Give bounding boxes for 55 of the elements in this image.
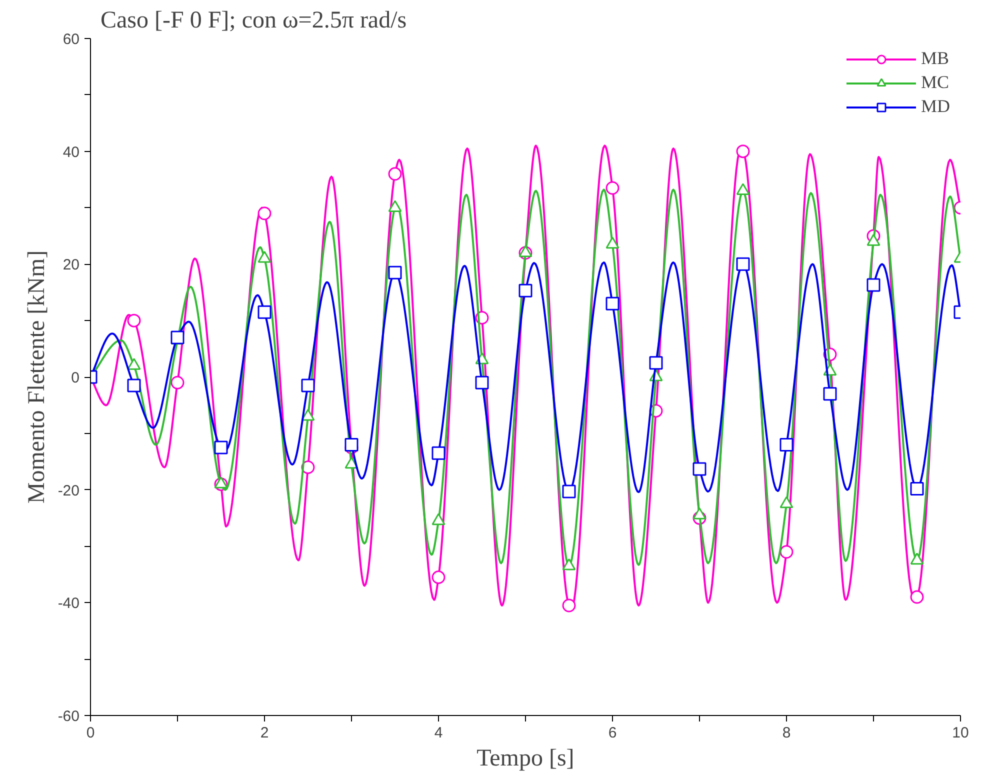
y-tick-label: 60 bbox=[62, 31, 80, 48]
point bbox=[606, 181, 620, 195]
point bbox=[432, 446, 446, 460]
x-tick-label: 6 bbox=[608, 724, 617, 742]
x-tick-label: 8 bbox=[782, 724, 791, 742]
point bbox=[823, 387, 837, 401]
point bbox=[866, 278, 880, 292]
point bbox=[127, 314, 141, 328]
point bbox=[388, 167, 402, 181]
x-tick-label: 4 bbox=[434, 724, 443, 742]
point bbox=[736, 144, 750, 158]
point bbox=[388, 266, 402, 280]
point bbox=[170, 376, 184, 390]
point bbox=[258, 305, 272, 319]
x-tick-label: 0 bbox=[86, 724, 95, 742]
point bbox=[432, 570, 446, 584]
point bbox=[127, 378, 141, 392]
legend-label: MD bbox=[920, 96, 950, 117]
legend-label: MB bbox=[920, 48, 949, 69]
y-tick-label: -40 bbox=[58, 595, 80, 612]
y-tick-label: 40 bbox=[62, 144, 80, 161]
point bbox=[301, 408, 315, 421]
x-tick-label: 10 bbox=[952, 724, 969, 742]
y-tick-label: -20 bbox=[58, 482, 80, 500]
point bbox=[127, 358, 141, 370]
point bbox=[344, 438, 358, 452]
y-axis-title: Momento Flettente [kNm] bbox=[24, 250, 50, 504]
point bbox=[780, 496, 794, 508]
point bbox=[301, 378, 315, 392]
y-tick-label: -60 bbox=[58, 708, 80, 725]
point bbox=[910, 552, 924, 565]
point bbox=[780, 545, 794, 559]
point bbox=[475, 376, 489, 390]
point bbox=[649, 356, 663, 370]
y-tick-label: 20 bbox=[62, 256, 80, 274]
point bbox=[780, 438, 794, 452]
point bbox=[518, 284, 532, 298]
point bbox=[910, 590, 924, 604]
point bbox=[562, 484, 576, 498]
x-tick-label: 2 bbox=[260, 724, 269, 742]
point bbox=[910, 482, 924, 496]
point bbox=[562, 558, 576, 570]
legend-label: MC bbox=[920, 72, 949, 93]
x-axis-title: Tempo [s] bbox=[476, 746, 574, 772]
point bbox=[692, 508, 706, 520]
point bbox=[692, 462, 706, 476]
point bbox=[606, 296, 620, 310]
y-tick-label: 0 bbox=[71, 370, 80, 386]
point bbox=[562, 598, 576, 612]
point bbox=[432, 513, 446, 526]
point bbox=[214, 476, 228, 488]
point bbox=[258, 206, 272, 220]
point bbox=[214, 440, 228, 454]
chart-title: Caso [-F 0 F]; con ω=2.5π rad/s bbox=[100, 8, 407, 34]
point bbox=[736, 257, 750, 271]
